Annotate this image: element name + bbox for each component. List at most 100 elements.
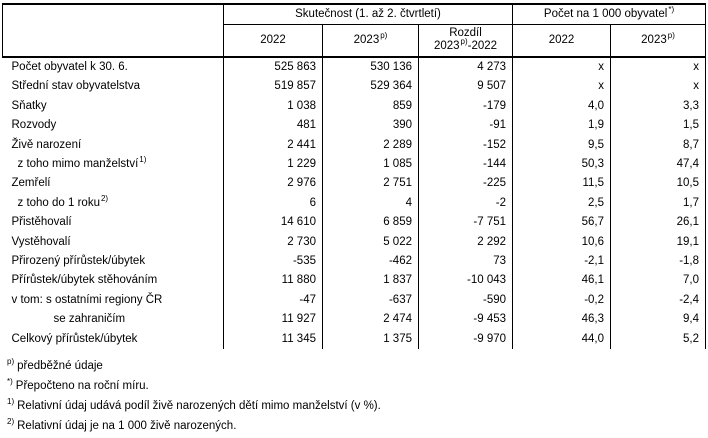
row-label: Počet obyvatel k 30. 6. xyxy=(11,61,128,73)
footnotes: p) předběžné údaje *) Přepočteno na roční m… xyxy=(7,356,381,436)
value-cell: 1,5 xyxy=(610,116,707,136)
value-cell: 1 837 xyxy=(322,271,419,291)
row-label: Přistěhovalí xyxy=(11,216,72,229)
value-cell: 5,2 xyxy=(610,329,707,350)
value-cell: 6 859 xyxy=(322,213,419,233)
value-cell: 525 863 xyxy=(223,57,323,78)
difference-label-line1: Rozdíl xyxy=(449,27,482,40)
row-label: se zahraničím xyxy=(53,313,126,326)
value-cell: x xyxy=(512,57,611,78)
value-cell: 4 273 xyxy=(417,57,513,78)
table-row: Živě narození 2 441 2 289 -152 9,5 8,7 xyxy=(3,135,707,156)
table-row: Vystěhovalí 2 730 5 022 2 292 10,6 19,1 xyxy=(3,232,707,253)
value-cell: 5 022 xyxy=(322,232,419,253)
value-cell: -152 xyxy=(417,135,513,156)
actual-group-header: Skutečnost (1. až 2. čtvrtletí) xyxy=(222,3,513,25)
value-cell: 10,6 xyxy=(512,232,611,253)
value-cell: 2 292 xyxy=(417,232,513,253)
per-1000-group-label: Počet na 1 000 obyvatel xyxy=(543,8,668,21)
value-cell: -1,8 xyxy=(610,252,707,272)
value-cell: 10,5 xyxy=(610,174,707,194)
row-label: v tom: s ostatními regiony ČR xyxy=(11,293,163,306)
table-row: se zahraničím 11 927 2 474 -9 453 46,3 9,4 xyxy=(3,310,707,330)
value-cell: 46,1 xyxy=(512,271,611,291)
per-1000-footnote-mark: *) xyxy=(668,5,675,15)
value-cell: x xyxy=(610,57,707,78)
value-cell: 6 xyxy=(223,193,323,214)
value-cell: 2,5 xyxy=(512,193,611,214)
value-cell: 8,7 xyxy=(610,135,707,156)
value-cell: 390 xyxy=(322,116,419,136)
value-cell: -2,4 xyxy=(610,290,707,311)
value-cell: 46,3 xyxy=(512,310,611,330)
row-label: z toho do 1 roku2) xyxy=(17,194,109,209)
row-label: Přírůstek/úbytek stěhováním xyxy=(11,274,158,287)
value-cell: 7,0 xyxy=(610,271,707,291)
value-cell: 1,9 xyxy=(512,116,611,136)
row-label: Vystěhovalí xyxy=(11,235,71,248)
value-cell: 1,7 xyxy=(610,193,707,214)
value-cell: 11 927 xyxy=(223,310,323,330)
table-row: Sňatky 1 038 859 -179 4,0 3,3 xyxy=(3,96,707,117)
value-cell: 519 857 xyxy=(223,77,323,97)
column-header-per1000-2023: 2023p) xyxy=(610,24,707,58)
table-row: Zemřelí 2 976 2 751 -225 11,5 10,5 xyxy=(3,174,707,194)
value-cell: 9,4 xyxy=(610,310,707,330)
value-cell: 529 364 xyxy=(322,77,419,97)
row-label: Zemřelí xyxy=(11,177,51,190)
table-row: z toho do 1 roku2) 6 4 -2 2,5 1,7 xyxy=(3,193,707,214)
value-cell: 2 976 xyxy=(223,174,323,194)
value-cell: 2 289 xyxy=(322,135,419,156)
value-cell: -7 751 xyxy=(417,213,513,233)
table-row: Přistěhovalí 14 610 6 859 -7 751 56,7 26,1 xyxy=(3,213,707,233)
value-cell: 1 038 xyxy=(223,96,323,117)
table-row: Rozvody 481 390 -91 1,9 1,5 xyxy=(3,116,707,136)
value-cell: 9,5 xyxy=(512,135,611,156)
row-label: Přirozený přírůstek/úbytek xyxy=(11,255,146,268)
value-cell: 44,0 xyxy=(512,329,611,350)
value-cell: 4 xyxy=(322,193,419,214)
table-row: Přirozený přírůstek/úbytek -535 -462 73 -2,1… xyxy=(3,252,707,272)
actual-group-label: Skutečnost (1. až 2. čtvrtletí) xyxy=(295,8,441,21)
value-cell: -91 xyxy=(417,116,513,136)
value-cell: 56,7 xyxy=(512,213,611,233)
value-cell: 11 345 xyxy=(223,329,323,350)
column-header-actual-2022: 2022 xyxy=(223,24,323,58)
value-cell: -9 970 xyxy=(417,329,513,350)
demography-table: Skutečnost (1. až 2. čtvrtletí) Počet na… xyxy=(2,3,707,350)
value-cell: 2 474 xyxy=(322,310,419,330)
value-cell: 1 375 xyxy=(322,329,419,350)
value-cell: -179 xyxy=(417,96,513,117)
value-cell: 1 229 xyxy=(223,155,323,175)
value-cell: -535 xyxy=(223,252,323,272)
table-row: Střední stav obyvatelstva 519 857 529 364 9… xyxy=(3,77,707,97)
value-cell: 2 730 xyxy=(223,232,323,253)
table-row: v tom: s ostatními regiony ČR -47 -637 -590… xyxy=(3,290,707,311)
row-label: Rozvody xyxy=(11,119,57,132)
difference-label-line2: 2023p)-2022 xyxy=(433,37,498,53)
value-cell: 73 xyxy=(417,252,513,272)
value-cell: 859 xyxy=(322,96,419,117)
footnote: 2) Relativní údaj je na 1 000 živě naroze… xyxy=(7,417,237,432)
value-cell: -9 453 xyxy=(417,310,513,330)
value-cell: 4,0 xyxy=(512,96,611,117)
value-cell: 14 610 xyxy=(223,213,323,233)
value-cell: 50,3 xyxy=(512,155,611,175)
table-row: Počet obyvatel k 30. 6. 525 863 530 136 4 2… xyxy=(3,57,707,78)
column-header-difference: Rozdíl 2023p)-2022 xyxy=(417,24,513,58)
footnote: p) předběžné údaje xyxy=(7,357,103,372)
value-cell: 3,3 xyxy=(610,96,707,117)
table-row: z toho mimo manželství1) 1 229 1 085 -144 50… xyxy=(3,155,707,175)
footnote: *) Přepočteno na roční míru. xyxy=(7,377,149,392)
value-cell: -637 xyxy=(322,290,419,311)
value-cell: 530 136 xyxy=(322,57,419,78)
value-cell: -10 043 xyxy=(417,271,513,291)
value-cell: -2 xyxy=(417,193,513,214)
row-label: Celkový přírůstek/úbytek xyxy=(11,332,138,345)
indicator-column-header xyxy=(2,3,224,58)
row-label: Sňatky xyxy=(11,99,47,112)
value-cell: 47,4 xyxy=(610,155,707,175)
value-cell: 11,5 xyxy=(512,174,611,194)
value-cell: 11 880 xyxy=(223,271,323,291)
